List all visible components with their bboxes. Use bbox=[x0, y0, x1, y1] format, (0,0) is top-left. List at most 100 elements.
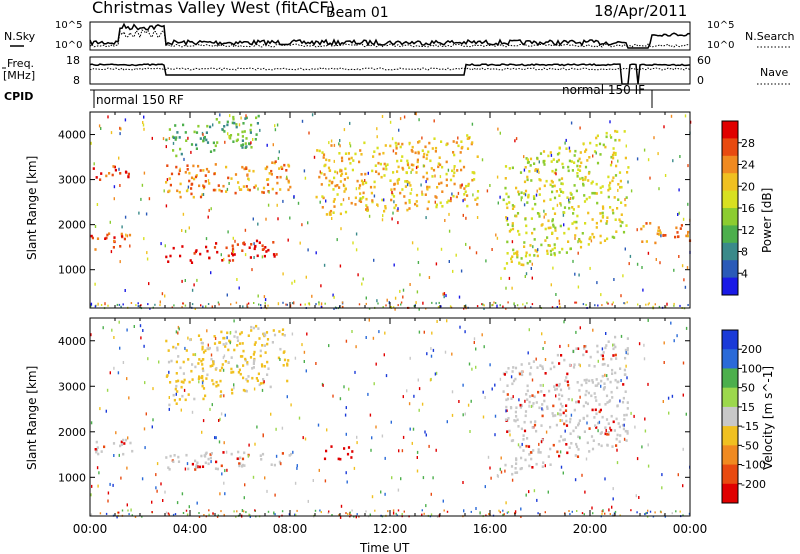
heatmap-cell bbox=[190, 369, 193, 373]
heatmap-cell bbox=[583, 347, 586, 350]
heatmap-cell bbox=[611, 505, 613, 509]
heatmap-cell bbox=[612, 156, 615, 160]
heatmap-cell bbox=[214, 188, 217, 192]
heatmap-cell bbox=[320, 183, 323, 186]
heatmap-cell bbox=[401, 188, 404, 191]
heatmap-cell bbox=[123, 237, 126, 241]
heatmap-cell bbox=[445, 178, 448, 182]
heatmap-cell bbox=[555, 190, 558, 193]
heatmap-cell bbox=[600, 384, 602, 388]
freq-panel-frame bbox=[89, 56, 691, 85]
heatmap-cell bbox=[513, 252, 516, 255]
heatmap-cell bbox=[365, 197, 368, 201]
heatmap-cell bbox=[384, 144, 387, 147]
heatmap-cell bbox=[577, 347, 580, 350]
heatmap-cell bbox=[355, 345, 357, 349]
heatmap-cell bbox=[679, 510, 681, 513]
heatmap-cell bbox=[636, 228, 638, 232]
heatmap-cell bbox=[406, 183, 409, 187]
heatmap-cell bbox=[512, 248, 515, 252]
heatmap-cell bbox=[614, 151, 617, 155]
heatmap-cell bbox=[615, 357, 618, 360]
heatmap-cell bbox=[196, 501, 198, 505]
heatmap-cell bbox=[569, 197, 572, 200]
heatmap-cell bbox=[333, 176, 336, 180]
heatmap-cell bbox=[601, 415, 604, 419]
heatmap-cell bbox=[243, 243, 246, 246]
heatmap-cell bbox=[253, 343, 256, 346]
heatmap-cell bbox=[250, 141, 252, 145]
heatmap-cell bbox=[519, 467, 522, 471]
heatmap-cell bbox=[523, 241, 526, 244]
heatmap-cell bbox=[489, 363, 491, 367]
heatmap-cell bbox=[584, 345, 587, 348]
heatmap-cell bbox=[142, 123, 145, 127]
heatmap-cell bbox=[460, 168, 463, 172]
heatmap-cell bbox=[96, 237, 100, 240]
heatmap-cell bbox=[389, 179, 392, 182]
heatmap-cell bbox=[182, 123, 185, 127]
heatmap-cell bbox=[207, 215, 209, 219]
heatmap-cell bbox=[257, 222, 259, 226]
heatmap-cell bbox=[167, 360, 171, 364]
heatmap-cell bbox=[203, 185, 206, 188]
heatmap-cell bbox=[430, 347, 432, 351]
heatmap-cell bbox=[416, 160, 419, 164]
heatmap-cell bbox=[344, 172, 348, 175]
heatmap-cell bbox=[630, 509, 632, 512]
heatmap-cell bbox=[528, 453, 531, 456]
heatmap-cell bbox=[464, 190, 467, 193]
heatmap-cell bbox=[526, 389, 529, 393]
heatmap-cell bbox=[619, 224, 622, 228]
heatmap-cell bbox=[576, 455, 580, 458]
heatmap-cell bbox=[212, 360, 215, 363]
heatmap-cell bbox=[593, 150, 597, 153]
heatmap-cell bbox=[579, 177, 582, 181]
heatmap-cell bbox=[508, 276, 511, 280]
heatmap-cell bbox=[140, 336, 142, 340]
heatmap-cell bbox=[547, 154, 550, 158]
heatmap-cell bbox=[119, 245, 122, 248]
colorbar-tick-label: 24 bbox=[741, 159, 755, 172]
heatmap-cell bbox=[182, 372, 185, 375]
heatmap-cell bbox=[411, 441, 413, 445]
heatmap-cell bbox=[393, 182, 396, 186]
heatmap-cell bbox=[123, 442, 126, 445]
heatmap-cell bbox=[238, 464, 241, 468]
heatmap-cell bbox=[649, 222, 652, 225]
heatmap-cell bbox=[292, 450, 294, 454]
heatmap-cell bbox=[605, 332, 607, 335]
heatmap-cell bbox=[336, 171, 339, 175]
heatmap-cell bbox=[521, 404, 523, 408]
heatmap-cell bbox=[318, 301, 320, 304]
heatmap-cell bbox=[268, 190, 270, 194]
heatmap-cell bbox=[319, 200, 321, 204]
heatmap-cell bbox=[264, 246, 267, 249]
heatmap-cell bbox=[619, 434, 622, 437]
heatmap-cell bbox=[110, 131, 113, 135]
heatmap-cell bbox=[619, 220, 622, 223]
heatmap-cell bbox=[358, 303, 361, 306]
power-colorbar-label: Power [dB] bbox=[760, 188, 774, 253]
heatmap-cell bbox=[325, 213, 328, 216]
heatmap-cell bbox=[406, 159, 409, 163]
heatmap-cell bbox=[214, 337, 217, 340]
heatmap-cell bbox=[156, 462, 159, 466]
noise-panel: N.Sky 10^5 10^0 10^5 10^0 N.Search bbox=[4, 20, 795, 51]
heatmap-cell bbox=[141, 515, 143, 518]
heatmap-cell bbox=[184, 467, 187, 471]
heatmap-cell bbox=[685, 234, 688, 238]
heatmap-cell bbox=[192, 195, 195, 199]
heatmap-cell bbox=[597, 382, 600, 385]
heatmap-cell bbox=[162, 137, 165, 141]
heatmap-cell bbox=[602, 388, 605, 391]
heatmap-cell bbox=[119, 260, 121, 264]
heatmap-cell bbox=[177, 343, 180, 346]
heatmap-cell bbox=[217, 301, 220, 304]
heatmap-cell bbox=[317, 423, 320, 427]
heatmap-cell bbox=[539, 178, 542, 182]
heatmap-cell bbox=[559, 188, 562, 191]
colorbar-tick-label: 20 bbox=[741, 180, 755, 193]
heatmap-cell bbox=[247, 375, 250, 378]
heatmap-cell bbox=[611, 372, 614, 375]
